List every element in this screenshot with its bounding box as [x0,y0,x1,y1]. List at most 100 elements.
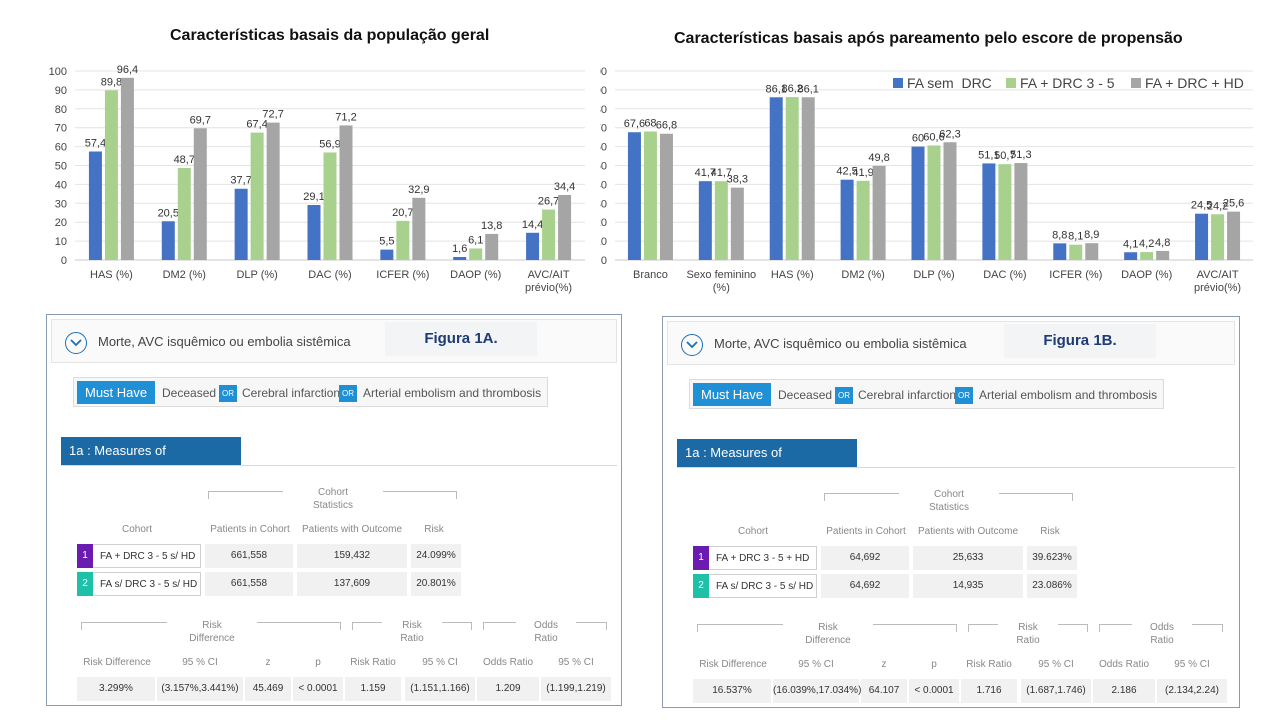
chevron-down-icon[interactable] [681,334,703,356]
bar [542,209,556,260]
y-tick-label: 10 [600,236,607,248]
data-label: 71,2 [335,111,356,123]
criterion-cerebral-infarction[interactable]: Cerebral infarction [242,386,341,400]
must-have-button[interactable]: Must Have [693,383,772,406]
x-tick-label: DM2 (%) [163,269,206,281]
y-tick-label: 0 [61,255,67,267]
criterion-arterial-embolism[interactable]: Arterial embolism and thrombosis [979,388,1158,402]
data-label: 5,5 [379,236,394,248]
cohort-1-label: 1 FA + DRC 3 - 5 s/ HD [77,544,201,568]
bar [943,142,957,260]
legend-swatch-green [1006,78,1016,88]
x-tick-label: (%) [713,282,730,294]
rr-ci-value: (1.151,1.166) [405,677,475,701]
col-risk-ratio: Risk Ratio [966,659,1012,670]
x-tick-label: DLP (%) [236,269,277,281]
bar [1227,211,1241,260]
p-value: < 0.0001 [909,679,959,703]
legend-label: FA + DRC + HD [1145,75,1244,91]
or-ci-value: (1.199,1.219) [541,677,611,701]
x-tick-label: HAS (%) [90,269,133,281]
x-tick-label: Sexo feminino [686,269,756,281]
risk-difference-value: 16.537% [693,679,771,703]
risk-ratio-heading: Risk Ratio [998,621,1058,647]
x-tick-label: AVC/AIT [528,269,570,281]
outcome-header[interactable]: Morte, AVC isquêmico ou embolia sistêmic… [667,321,1235,365]
bar [1085,243,1099,260]
outcome-header[interactable]: Morte, AVC isquêmico ou embolia sistêmic… [51,319,617,363]
bar [840,179,854,260]
odds-ratio-heading: Odds Ratio [516,619,576,645]
cohort-1-number: 1 [693,546,709,570]
data-label: 51,1 [978,149,999,161]
data-label: 66,8 [656,120,677,132]
criterion-arterial-embolism[interactable]: Arterial embolism and thrombosis [363,386,542,400]
criterion-deceased[interactable]: Deceased [162,386,217,400]
bar [1195,213,1209,260]
criterion-deceased[interactable]: Deceased [778,388,833,402]
bar [234,188,248,260]
criterion-cerebral-infarction[interactable]: Cerebral infarction [858,388,957,402]
col-z: z [265,657,271,668]
bar [193,128,207,260]
cohort-2-outcome: 137,609 [297,572,407,596]
bar [1156,250,1170,260]
y-tick-label: 90 [600,85,607,97]
data-label: 48,7 [174,154,195,166]
x-tick-label: HAS (%) [771,269,814,281]
risk-ratio-heading: Risk Ratio [382,619,442,645]
cohort-2-patients: 64,692 [821,574,909,598]
cohort-2-patients: 661,558 [205,572,293,596]
risk-difference-heading: Risk Difference [783,621,873,647]
cohort-2-number: 2 [77,572,93,596]
measures-of-association-tab[interactable]: 1a : Measures of Association [61,437,241,486]
outcome-title: Morte, AVC isquêmico ou embolia sistêmic… [714,336,967,351]
data-label: 8,9 [1084,229,1099,241]
y-tick-label: 10 [55,236,67,248]
data-label: 20,5 [158,207,179,219]
cohort-2-risk: 20.801% [411,572,461,596]
data-label: 20,7 [392,207,413,219]
bar [730,187,744,260]
bar [801,97,815,261]
chart-title-general: Características basais da população gera… [170,27,490,44]
bar [911,146,925,260]
must-have-button[interactable]: Must Have [77,381,156,404]
col-patients-in-cohort: Patients in Cohort [826,526,906,537]
figure-1a-panel: Morte, AVC isquêmico ou embolia sistêmic… [46,314,622,706]
y-tick-label: 0 [601,255,607,267]
data-label: 69,7 [190,114,211,126]
col-patients-with-outcome: Patients with Outcome [301,524,403,535]
data-label: 49,8 [868,152,889,164]
col-rd-ci: 95 % CI [798,659,834,670]
data-label: 24,2 [1207,200,1228,212]
cohort-1-name: FA + DRC 3 - 5 s/ HD [100,551,196,562]
data-label: 38,3 [727,174,748,186]
y-tick-label: 40 [600,179,607,191]
data-label: 4,2 [1139,238,1154,250]
bar [412,197,426,260]
bar [396,220,410,260]
x-tick-label: DAC (%) [983,269,1026,281]
figure-label: Figura 1B. [1004,324,1156,358]
col-rd-ci: 95 % CI [182,657,218,668]
y-tick-label: 30 [600,198,607,210]
data-label: 34,4 [554,181,575,193]
bar [1014,163,1028,260]
chevron-down-icon[interactable] [65,332,87,354]
cohort-2-outcome: 14,935 [913,574,1023,598]
y-tick-label: 60 [55,142,67,154]
chart-title-matched: Características basais após pareamento p… [674,30,1183,47]
x-tick-label: AVC/AIT [1197,269,1239,281]
measures-of-association-tab[interactable]: 1a : Measures of Association [677,439,857,488]
section-divider [61,465,617,466]
x-tick-label: ICFER (%) [376,269,429,281]
bar [323,152,337,260]
data-label: 41,7 [695,167,716,179]
x-tick-label: Branco [633,269,668,281]
bar [177,167,191,260]
x-tick-label: prévio(%) [525,282,572,294]
data-label: 25,6 [1223,198,1244,210]
bar [1124,252,1138,260]
odds-ratio-heading: Odds Ratio [1132,621,1192,647]
